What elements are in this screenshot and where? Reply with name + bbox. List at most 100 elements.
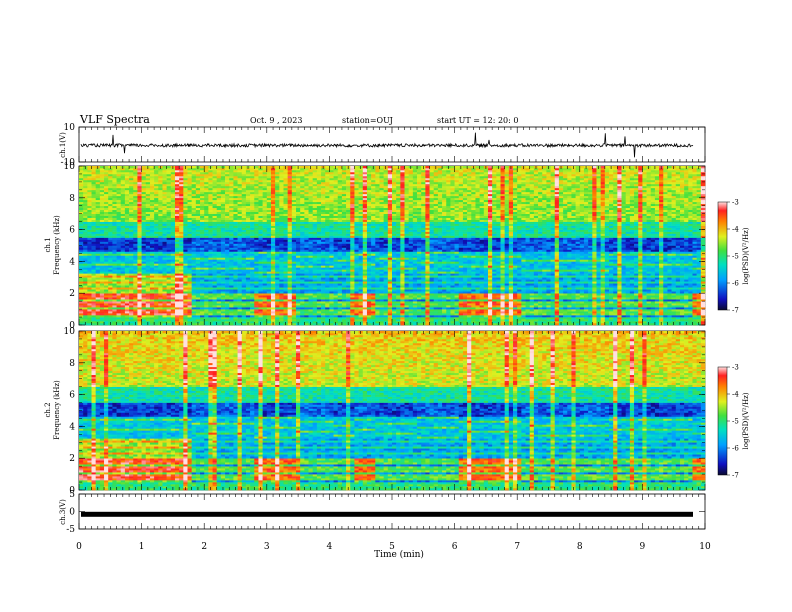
spectrogram-cell bbox=[87, 317, 91, 319]
spectrogram-cell bbox=[334, 196, 338, 198]
spectrogram-cell bbox=[154, 228, 158, 230]
spectrogram-cell bbox=[242, 277, 246, 279]
spectrogram-cell bbox=[283, 311, 287, 313]
spectrogram-cell bbox=[229, 301, 233, 303]
spectrogram-cell bbox=[133, 224, 137, 226]
spectrogram-cell bbox=[112, 317, 116, 319]
spectrogram-cell bbox=[334, 238, 338, 240]
spectrogram-cell bbox=[304, 253, 308, 255]
spectrogram-cell bbox=[92, 303, 96, 305]
spectrogram-cell bbox=[329, 170, 333, 172]
spectrogram-cell bbox=[233, 176, 237, 178]
spectrogram-cell bbox=[154, 257, 158, 259]
spectrogram-cell bbox=[92, 220, 96, 222]
spectrogram-cell bbox=[83, 208, 87, 210]
spectrogram-cell bbox=[267, 182, 271, 184]
spectrogram-cell bbox=[112, 190, 116, 192]
spectrogram-cell bbox=[338, 273, 342, 275]
spectrogram-cell bbox=[179, 224, 183, 226]
spectrogram-cell bbox=[196, 279, 200, 281]
spectrogram-cell bbox=[208, 293, 212, 295]
spectrogram-cell bbox=[275, 240, 279, 242]
spectrogram-cell bbox=[317, 172, 321, 174]
spectrogram-cell bbox=[142, 220, 146, 222]
spectrogram-cell bbox=[263, 269, 267, 271]
spectrogram-cell bbox=[275, 238, 279, 240]
spectrogram-cell bbox=[250, 321, 254, 323]
spectrogram-cell bbox=[108, 275, 112, 277]
spectrogram-cell bbox=[225, 271, 229, 273]
spectrogram-cell bbox=[263, 220, 267, 222]
spectrogram-cell bbox=[142, 240, 146, 242]
spectrogram-cell bbox=[162, 315, 166, 317]
spectrogram-cell bbox=[213, 218, 217, 220]
spectrogram-cell bbox=[108, 240, 112, 242]
spectrogram-cell bbox=[192, 228, 196, 230]
spectrogram-cell bbox=[242, 176, 246, 178]
spectrogram-cell bbox=[188, 196, 192, 198]
spectrogram-cell bbox=[254, 236, 258, 238]
spectrogram-cell bbox=[188, 303, 192, 305]
spectrogram-cell bbox=[296, 218, 300, 220]
spectrogram-cell bbox=[204, 291, 208, 293]
spectrogram-cell bbox=[129, 168, 133, 170]
spectrogram-cell bbox=[292, 317, 296, 319]
spectrogram-cell bbox=[304, 190, 308, 192]
spectrogram-cell bbox=[196, 275, 200, 277]
spectrogram-cell bbox=[283, 176, 287, 178]
spectrogram-cell bbox=[208, 273, 212, 275]
spectrogram-cell bbox=[204, 317, 208, 319]
spectrogram-cell bbox=[171, 216, 175, 218]
spectrogram-cell bbox=[208, 297, 212, 299]
spectrogram-cell bbox=[283, 182, 287, 184]
spectrogram-cell bbox=[92, 232, 96, 234]
spectrogram-cell bbox=[104, 305, 108, 307]
spectrogram-cell bbox=[133, 170, 137, 172]
spectrogram-cell bbox=[96, 291, 100, 293]
spectrogram-cell bbox=[313, 263, 317, 265]
spectrogram-cell bbox=[204, 247, 208, 249]
spectrogram-cell bbox=[258, 273, 262, 275]
spectrogram-cell bbox=[334, 192, 338, 194]
spectrogram-cell bbox=[100, 263, 104, 265]
spectrogram-cell bbox=[242, 216, 246, 218]
spectrogram-cell bbox=[208, 174, 212, 176]
spectrogram-cell bbox=[150, 202, 154, 204]
spectrogram-cell bbox=[288, 275, 292, 277]
spectrogram-cell bbox=[188, 236, 192, 238]
spectrogram-cell bbox=[196, 303, 200, 305]
spectrogram-cell bbox=[213, 238, 217, 240]
spectrogram-cell bbox=[200, 273, 204, 275]
spectrogram-cell bbox=[246, 309, 250, 311]
spectrogram-cell bbox=[137, 198, 141, 200]
spectrogram-cell bbox=[100, 166, 104, 168]
spectrogram-cell bbox=[304, 315, 308, 317]
spectrogram-cell bbox=[196, 287, 200, 289]
spectrogram-cell bbox=[213, 247, 217, 249]
spectrogram-cell bbox=[192, 196, 196, 198]
spectrogram-cell bbox=[225, 287, 229, 289]
spectrogram-cell bbox=[296, 297, 300, 299]
spectrogram-cell bbox=[158, 299, 162, 301]
spectrogram-cell bbox=[304, 321, 308, 323]
spectrogram-cell bbox=[217, 297, 221, 299]
spectrogram-cell bbox=[334, 218, 338, 220]
spectrogram-cell bbox=[250, 313, 254, 315]
spectrogram-cell bbox=[129, 216, 133, 218]
spectrogram-cell bbox=[300, 170, 304, 172]
spectrogram-cell bbox=[225, 297, 229, 299]
spectrogram-cell bbox=[137, 236, 141, 238]
spectrogram-cell bbox=[288, 317, 292, 319]
spectrogram-cell bbox=[100, 244, 104, 246]
spectrogram-cell bbox=[317, 253, 321, 255]
spectrogram-cell bbox=[321, 257, 325, 259]
spectrogram-cell bbox=[325, 208, 329, 210]
spectrogram-cell bbox=[179, 293, 183, 295]
spectrogram-cell bbox=[296, 249, 300, 251]
spectrogram-cell bbox=[238, 214, 242, 216]
spectrogram-cell bbox=[242, 279, 246, 281]
spectrogram-cell bbox=[142, 182, 146, 184]
spectrogram-cell bbox=[129, 170, 133, 172]
spectrogram-cell bbox=[112, 299, 116, 301]
spectrogram-cell bbox=[167, 218, 171, 220]
